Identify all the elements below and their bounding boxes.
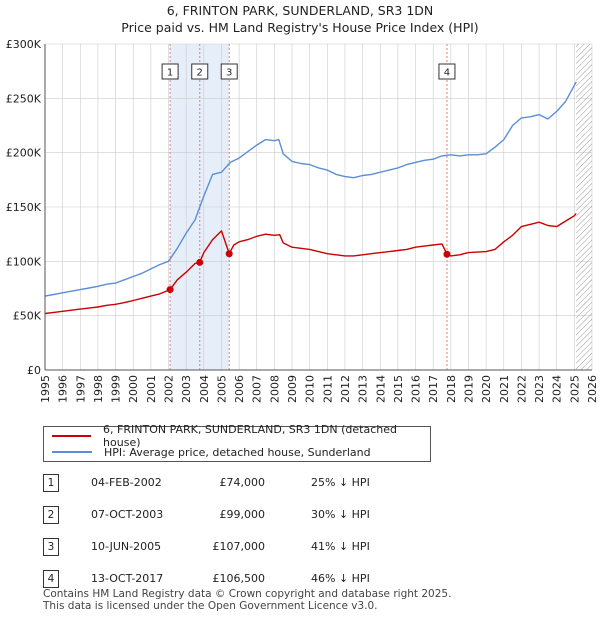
x-tick-label: 1998 (92, 375, 105, 403)
price-chart: 1 2 3 4 £0 £50K £100K £150K £200K £250K £300K 1995 1… (6, 38, 599, 403)
y-tick-label: £300K (6, 38, 42, 51)
legend-label-property: 6, FRINTON PARK, SUNDERLAND, SR3 1DN (de… (103, 423, 397, 449)
transaction-hpi-diff: 30% ↓ HPI (311, 508, 370, 521)
sale-label: 4 (444, 68, 450, 79)
x-tick-label: 2002 (163, 375, 176, 403)
y-tick-label: £100K (6, 255, 42, 268)
x-tick-label: 1996 (57, 375, 70, 403)
legend-swatch-property (52, 435, 92, 437)
footer: Contains HM Land Registry data © Crown c… (43, 588, 452, 612)
x-tick-label: 2023 (533, 375, 546, 403)
sale-label: 3 (226, 68, 232, 79)
sale-label: 1 (167, 68, 173, 79)
x-tick-label: 2003 (180, 375, 193, 403)
legend-item-hpi: HPI: Average price, detached house, Sund… (52, 444, 371, 460)
x-tick-label: 2015 (392, 375, 405, 403)
x-tick-label: 1999 (110, 375, 123, 403)
x-tick-label: 1997 (74, 375, 87, 403)
transaction-number: 3 (43, 538, 59, 556)
x-tick-label: 2011 (321, 375, 334, 403)
x-tick-label: 2018 (445, 375, 458, 403)
sale-point (443, 250, 451, 258)
legend-item-property: 6, FRINTON PARK, SUNDERLAND, SR3 1DN (de… (52, 423, 430, 449)
property-series-line (44, 213, 577, 315)
sale-label: 2 (197, 68, 203, 79)
transaction-number: 4 (43, 570, 59, 588)
x-tick-label: 2010 (304, 375, 317, 403)
x-tick-label: 2005 (215, 375, 228, 403)
sale-label-box (161, 63, 179, 80)
legend-label-hpi: HPI: Average price, detached house, Sund… (104, 445, 371, 459)
table-row: 1 04-FEB-2002 £74,000 25% ↓ HPI (43, 474, 443, 492)
transaction-price: £99,000 (219, 508, 266, 521)
transaction-hpi-diff: 46% ↓ HPI (311, 572, 370, 585)
x-tick-label: 2009 (286, 375, 299, 403)
x-tick-label: 2020 (480, 375, 493, 403)
sale-label-box (220, 63, 238, 80)
footer-licence: This data is licensed under the Open Gov… (43, 599, 378, 612)
sale-point (166, 286, 174, 294)
x-tick-label: 2013 (357, 375, 370, 403)
x-tick-label: 2004 (198, 375, 211, 403)
transaction-hpi-diff: 41% ↓ HPI (311, 540, 370, 553)
y-tick-label: £50K (13, 310, 42, 323)
x-tick-label: 2016 (410, 375, 423, 403)
x-tick-label: 2007 (251, 375, 264, 403)
x-tick-label: 1995 (39, 375, 52, 403)
transaction-hpi-diff: 25% ↓ HPI (311, 476, 370, 489)
transaction-date: 10-JUN-2005 (91, 540, 162, 553)
sale-point (196, 258, 204, 266)
transaction-number: 1 (43, 474, 59, 492)
sale-label-box (438, 63, 456, 80)
x-tick-label: 2008 (268, 375, 281, 403)
x-tick-label: 2019 (462, 375, 475, 403)
transaction-number: 2 (43, 506, 59, 524)
transaction-price: £74,000 (219, 476, 266, 489)
y-tick-label: £200K (6, 147, 42, 160)
x-tick-label: 2022 (515, 375, 528, 403)
x-tick-label: 2000 (127, 375, 140, 403)
transaction-price: £107,000 (212, 540, 266, 553)
sale-point (225, 250, 233, 258)
hpi-series-line (44, 81, 577, 297)
legend-swatch-hpi (52, 451, 92, 453)
table-row: 2 07-OCT-2003 £99,000 30% ↓ HPI (43, 506, 443, 524)
table-row: 4 13-OCT-2017 £106,500 46% ↓ HPI (43, 570, 443, 588)
x-tick-label: 2024 (551, 375, 564, 403)
x-tick-label: 2017 (427, 375, 440, 403)
sale-label-box (191, 63, 209, 80)
y-tick-label: £0 (27, 364, 41, 377)
title-line-2: Price paid vs. HM Land Registry's House … (121, 20, 479, 35)
title-line-1: 6, FRINTON PARK, SUNDERLAND, SR3 1DN (166, 3, 434, 18)
y-tick-label: £250K (6, 92, 42, 105)
x-tick-label: 2001 (145, 375, 158, 403)
x-tick-label: 2025 (568, 375, 581, 403)
legend: 6, FRINTON PARK, SUNDERLAND, SR3 1DN (de… (43, 423, 431, 462)
x-tick-label: 2012 (339, 375, 352, 403)
x-tick-label: 2014 (374, 375, 387, 403)
table-row: 3 10-JUN-2005 £107,000 41% ↓ HPI (43, 538, 443, 556)
transaction-date: 07-OCT-2003 (91, 508, 164, 521)
transaction-date: 04-FEB-2002 (91, 476, 162, 489)
transaction-date: 13-OCT-2017 (91, 572, 164, 585)
x-tick-label: 2026 (586, 375, 599, 403)
x-tick-label: 2021 (498, 375, 511, 403)
forecast-hatch (576, 44, 592, 370)
x-tick-label: 2006 (233, 375, 246, 403)
chart-title: 6, FRINTON PARK, SUNDERLAND, SR3 1DN Pri… (0, 2, 600, 36)
footer-copyright: Contains HM Land Registry data © Crown c… (43, 588, 452, 600)
transaction-price: £106,500 (212, 572, 266, 585)
y-tick-label: £150K (6, 201, 42, 214)
